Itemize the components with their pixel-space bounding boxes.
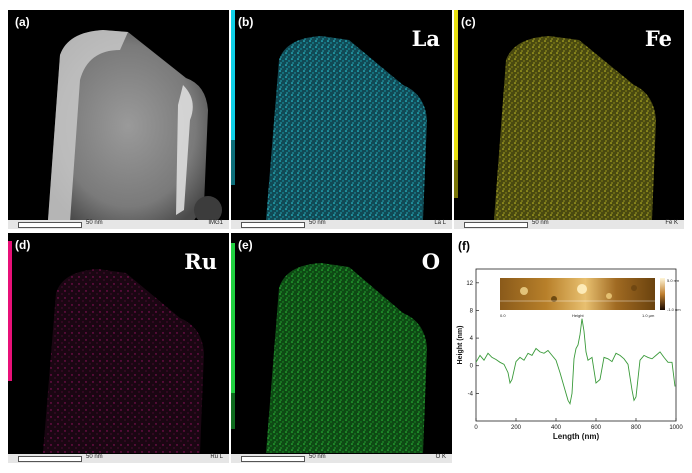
scale-bar-a: 50 nm IMG1 (8, 220, 229, 229)
inset-scale-top: 5.0 nm (667, 278, 680, 283)
panel-e-o-map: (e) O 50 nm O K (231, 233, 452, 463)
color-strip-e (231, 243, 235, 393)
height-profile-line (475, 318, 676, 405)
x-tick-label: 0 (474, 425, 478, 431)
scale-bar-c: 50 nm Fe K (454, 220, 684, 229)
color-strip-e-dim (231, 393, 235, 429)
y-tick-label: 4 (470, 336, 474, 342)
scale-text-a: 50 nm (86, 220, 103, 226)
y-axis-label: Height (nm) (457, 326, 464, 365)
panel-label-a: (a) (15, 15, 30, 29)
color-strip-d (8, 241, 12, 381)
scale-text-e: 50 nm (309, 454, 326, 460)
image-tag-a: IMG1 (208, 220, 223, 226)
color-strip-c (454, 10, 458, 160)
color-strip-b-dim (231, 140, 235, 185)
element-label-o: O (421, 249, 440, 274)
image-tag-e: O K (435, 454, 446, 460)
x-axis-label: Length (nm) (553, 432, 600, 441)
scale-bar-e: 50 nm O K (231, 454, 452, 463)
plot-frame (475, 268, 677, 422)
fe-elemental-map (494, 36, 656, 220)
x-tick-label: 1000 (669, 425, 683, 431)
y-tick-label: 8 (470, 308, 474, 314)
ru-elemental-map (43, 269, 204, 453)
x-tick-label: 800 (631, 425, 642, 431)
inset-scale-bottom: -1.0 nm (667, 307, 681, 312)
color-strip-b (231, 10, 235, 140)
scale-text-b: 50 nm (309, 220, 326, 226)
image-tag-c: Fe K (665, 220, 678, 226)
inset-label-center: Height (572, 313, 584, 318)
inset-label-left: 0.0 (500, 313, 506, 318)
scale-text-d: 50 nm (86, 454, 103, 460)
panel-label-c: (c) (461, 15, 476, 29)
y-tick-label: 12 (466, 281, 473, 287)
x-tick-label: 200 (511, 425, 522, 431)
panel-b-la-map: (b) La 50 nm La L (231, 10, 452, 229)
afm-inset: 5.0 nm -1.0 nm 0.0 Height 1.0 µm (500, 278, 681, 318)
image-tag-b: La L (434, 220, 446, 226)
y-tick-label: -4 (468, 391, 474, 397)
la-elemental-map (266, 36, 427, 220)
x-tick-label: 600 (591, 425, 602, 431)
panel-c-fe-map: (c) Fe 50 nm Fe K (454, 10, 684, 229)
panel-label-d: (d) (15, 238, 31, 252)
scale-text-c: 50 nm (532, 220, 549, 226)
x-tick-label: 400 (551, 425, 562, 431)
element-label-la: La (411, 26, 440, 51)
scale-bar-d: 50 nm Ru L (8, 454, 229, 463)
element-label-ru: Ru (184, 249, 217, 274)
scale-bar-b: 50 nm La L (231, 220, 452, 229)
y-tick-label: 0 (470, 364, 474, 370)
element-label-fe: Fe (644, 26, 672, 51)
color-strip-c-dim (454, 160, 458, 198)
panel-a-stem-image: (a) 50 nm IMG1 (8, 10, 229, 229)
inset-label-right: 1.0 µm (642, 313, 655, 318)
panel-label-f: (f) (458, 239, 470, 253)
panel-label-b: (b) (238, 15, 254, 29)
o-elemental-map (266, 263, 427, 453)
panel-label-e: (e) (238, 238, 253, 252)
height-profile-chart: 5.0 nm -1.0 nm 0.0 Height 1.0 µm 0 200 400… (457, 268, 683, 441)
image-tag-d: Ru L (210, 454, 223, 460)
panel-f-height-profile: (f) (454, 233, 690, 471)
stem-particle-image (48, 30, 222, 224)
panel-d-ru-map: (d) Ru 50 nm Ru L (8, 233, 229, 463)
